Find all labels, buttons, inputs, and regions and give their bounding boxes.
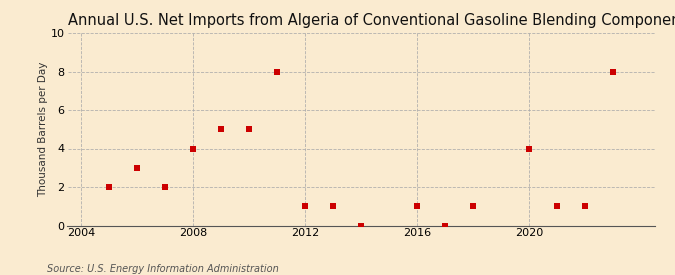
Point: [356, 223, 367, 228]
Point: [272, 69, 283, 74]
Point: [439, 223, 450, 228]
Point: [244, 127, 254, 131]
Point: [608, 69, 618, 74]
Text: Source: U.S. Energy Information Administration: Source: U.S. Energy Information Administ…: [47, 264, 279, 274]
Point: [328, 204, 339, 208]
Text: Annual U.S. Net Imports from Algeria of Conventional Gasoline Blending Component: Annual U.S. Net Imports from Algeria of …: [68, 13, 675, 28]
Point: [579, 204, 590, 208]
Point: [132, 166, 143, 170]
Point: [412, 204, 423, 208]
Point: [216, 127, 227, 131]
Point: [300, 204, 310, 208]
Point: [160, 185, 171, 189]
Point: [188, 146, 198, 151]
Point: [551, 204, 562, 208]
Point: [104, 185, 115, 189]
Y-axis label: Thousand Barrels per Day: Thousand Barrels per Day: [38, 62, 48, 197]
Point: [524, 146, 535, 151]
Point: [468, 204, 479, 208]
